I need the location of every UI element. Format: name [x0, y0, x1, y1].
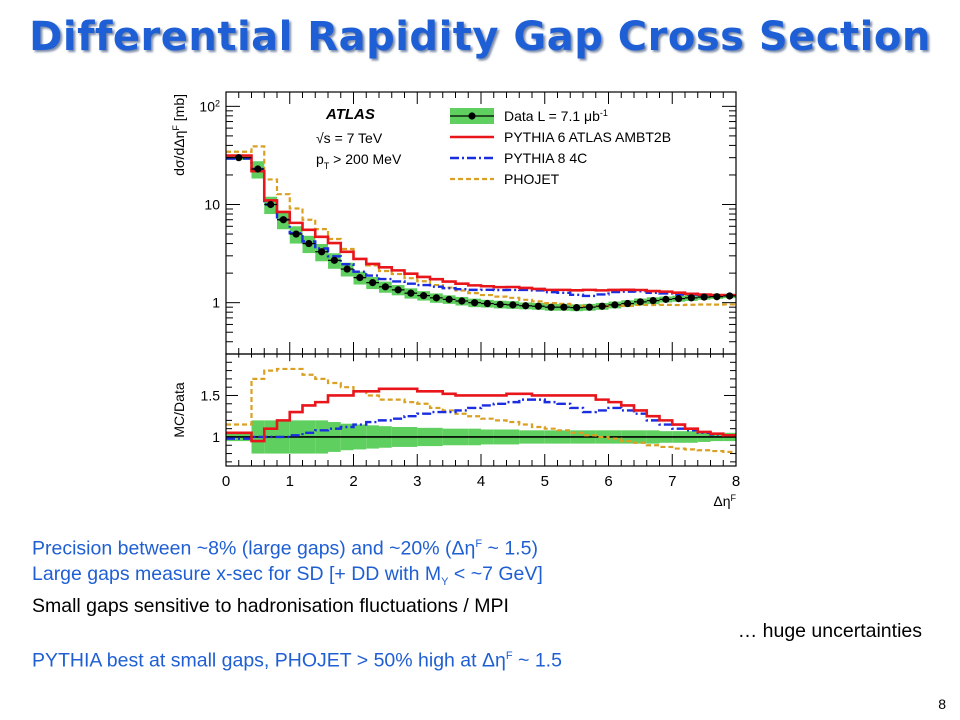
data-point [381, 283, 389, 291]
data-point [318, 248, 326, 256]
data-point [420, 292, 428, 300]
bullet-line-1: Precision between ~8% (large gaps) and ~… [32, 537, 538, 560]
data-point [649, 296, 657, 305]
pythia6-ratio-line [226, 387, 736, 443]
data-point [267, 200, 275, 209]
bullet-list: Precision between ~8% (large gaps) and ~… [32, 532, 922, 674]
atlas-label: ATLAS [325, 106, 375, 123]
bullet-line-2: Large gaps measure x-sec for SD [+ DD wi… [32, 562, 543, 588]
data-point [534, 302, 542, 310]
data-point [560, 303, 568, 311]
data-point [611, 301, 619, 309]
x-tick-label: 0 [222, 473, 230, 490]
data-point [471, 299, 479, 307]
top-panel-plot-area [226, 145, 736, 312]
legend-label-phojet: PHOJET [504, 171, 560, 187]
x-tick-label: 4 [477, 473, 485, 490]
bullet-line-4: … huge uncertainties [737, 620, 922, 643]
phojet-ratio-line [226, 367, 736, 453]
data-point [624, 299, 632, 308]
data-point [687, 294, 695, 302]
data-point [292, 230, 300, 238]
data-point [496, 300, 504, 309]
x-axis-label: ΔηF [713, 493, 736, 509]
data-point [547, 303, 555, 311]
x-tick-label: 1 [286, 473, 294, 490]
data-point [407, 289, 415, 297]
pythia8-ratio-line [226, 398, 736, 440]
x-tick-label: 3 [413, 473, 421, 490]
data-point [235, 154, 243, 162]
data-point [662, 295, 670, 303]
data-point [598, 302, 606, 310]
pythia6-line [226, 154, 736, 297]
data-point [713, 293, 721, 301]
data-point [279, 216, 287, 224]
y-tick-label-top: 1 [212, 295, 220, 311]
bullet-line-3: Small gaps sensitive to hadronisation fl… [32, 595, 509, 618]
bullet-line-5: PYTHIA best at small gaps, PHOJET > 50% … [32, 649, 562, 672]
legend-label-pythia8: PYTHIA 8 4C [504, 150, 587, 166]
data-point [254, 165, 262, 173]
ratio-y-axis-label: MC/Data [171, 382, 187, 437]
data-point [445, 295, 453, 303]
data-point [726, 292, 734, 300]
data-point [522, 302, 530, 310]
pt-cut-label: pT > 200 MeV [316, 151, 402, 171]
energy-label: √s = 7 TeV [316, 130, 383, 146]
y-tick-label-ratio: 1.5 [201, 387, 221, 403]
data-point [675, 295, 683, 303]
data-point [509, 301, 517, 309]
data-point [330, 256, 338, 264]
y-tick-label-top: 10 [204, 197, 220, 213]
data-point [636, 298, 644, 306]
x-tick-label: 8 [732, 473, 740, 490]
data-point [356, 274, 364, 282]
rapidity-gap-chart: 0 1 2 3 4 5 6 7 8 ΔηF 1 10 102 1 1.5 dσ/dΔηF [mb] MC/Dat… [171, 91, 740, 509]
legend-label-data: Data L = 7.1 μb-1 [504, 108, 608, 124]
legend-data-marker [468, 112, 476, 120]
slide-title: Differential Rapidity Gap Cross Section [29, 14, 931, 60]
y-tick-label-ratio: 1 [212, 429, 220, 445]
phojet-line [226, 145, 736, 308]
y-tick-label-top: 102 [199, 98, 220, 114]
data-point [483, 299, 491, 308]
y-axis-label: dσ/dΔηF [mb] [171, 94, 187, 176]
page-number: 8 [938, 696, 946, 712]
data-point [369, 279, 377, 287]
x-tick-label: 6 [604, 473, 612, 490]
ratio-panel-plot-area [226, 367, 736, 454]
pythia8-line [226, 157, 736, 298]
data-point [573, 304, 581, 312]
data-point [432, 294, 440, 302]
data-point [305, 239, 313, 248]
x-tick-label: 5 [541, 473, 549, 490]
data-point [458, 297, 466, 305]
x-tick-label: 2 [349, 473, 357, 490]
data-point [700, 293, 708, 301]
data-point [585, 303, 593, 311]
data-point [394, 286, 402, 294]
legend-label-pythia6: PYTHIA 6 ATLAS AMBT2B [504, 129, 671, 145]
x-tick-label: 7 [668, 473, 676, 490]
data-point [343, 265, 351, 273]
